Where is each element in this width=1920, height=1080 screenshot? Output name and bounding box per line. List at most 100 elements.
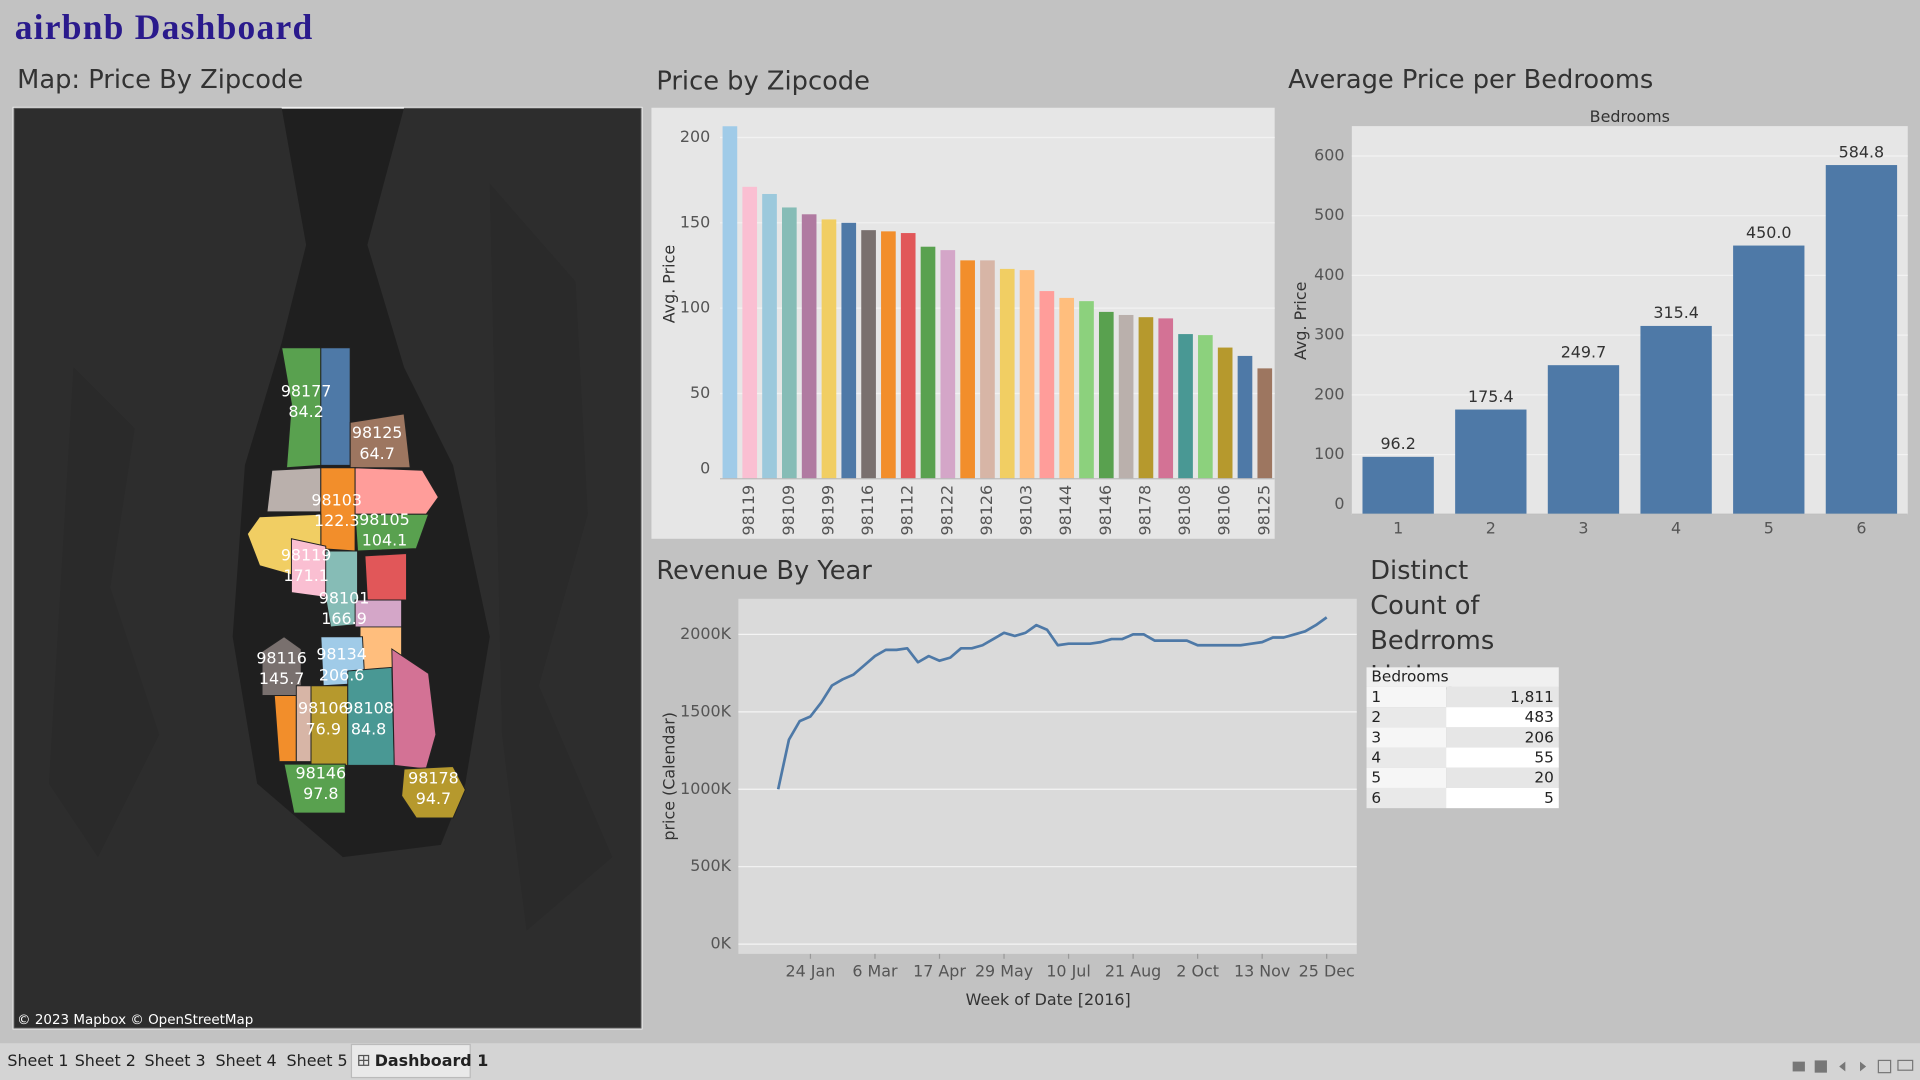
control-icon[interactable]: [1814, 1060, 1827, 1073]
sheet-tab[interactable]: Sheet 5: [287, 1051, 348, 1070]
bar: [742, 186, 758, 479]
plot-background: [1351, 126, 1908, 515]
x-tick-label: 98109: [779, 485, 798, 536]
map-value-label: 122.3: [314, 511, 360, 530]
y-tick-label: 0K: [710, 934, 731, 953]
table-cell: 6: [1371, 789, 1381, 807]
x-tick-label: 21 Aug: [1105, 962, 1161, 981]
table-cell: 206: [1525, 728, 1554, 746]
map-zipcode-label: 98103: [311, 490, 362, 509]
chart-title: Revenue By Year: [656, 556, 872, 586]
map-region: [281, 347, 322, 469]
bar: [1733, 245, 1805, 515]
chart-title: Price by Zipcode: [656, 66, 870, 96]
table-cell: 2: [1371, 708, 1381, 726]
sheet-tab[interactable]: Dashboard 1: [375, 1051, 489, 1070]
table-cell: 4: [1371, 748, 1381, 766]
map-region: [364, 552, 408, 601]
bar: [1640, 325, 1712, 515]
y-tick-label: 200: [680, 127, 710, 146]
map-value-label: 94.7: [416, 789, 451, 808]
bar: [900, 233, 916, 479]
x-tick-label: 98125: [1254, 485, 1273, 536]
bar: [1019, 270, 1035, 479]
map-zipcode-label: 98146: [296, 763, 347, 782]
y-tick-label: 0: [700, 458, 710, 477]
x-tick-label: 98144: [1056, 485, 1075, 536]
x-tick-label: 98199: [818, 485, 837, 536]
map-zipcode-label: 98119: [281, 545, 332, 564]
x-tick-label: 24 Jan: [786, 962, 836, 981]
map-labels: 98177 84.2 98125 64.7 98103 122.3 98105 104.1 98…: [256, 381, 458, 808]
sheet-tab[interactable]: Sheet 2: [75, 1051, 136, 1070]
table-title-line: Bedrroms: [1370, 626, 1502, 656]
map-zipcode-label: 98177: [281, 381, 332, 400]
map-attribution: © 2023 Mapbox © OpenStreetMap: [17, 1013, 253, 1028]
x-tick-label: 25 Dec: [1299, 962, 1355, 981]
control-icon[interactable]: [1792, 1061, 1805, 1072]
control-icon[interactable]: [1877, 1059, 1892, 1074]
bar: [1547, 365, 1620, 515]
sheet-tab[interactable]: Sheet 3: [144, 1051, 205, 1070]
table-cell: 20: [1534, 769, 1553, 787]
bar: [861, 230, 876, 479]
control-icon[interactable]: [1860, 1061, 1867, 1072]
data-label: 450.0: [1746, 223, 1792, 242]
bar: [801, 214, 817, 479]
map-water: [48, 183, 613, 931]
sheet-tab[interactable]: Sheet 4: [216, 1051, 277, 1070]
bar: [841, 222, 857, 479]
map-value-label: 166.9: [321, 609, 367, 628]
bar: [1825, 165, 1898, 515]
table-title-line: Distinct: [1370, 556, 1476, 586]
bar: [1178, 334, 1193, 479]
x-tick-label: 98106: [1215, 485, 1234, 536]
map-zipcode-label: 98105: [359, 510, 410, 529]
x-tick-label: 17 Apr: [913, 962, 966, 981]
x-tick-label: 3: [1578, 518, 1588, 537]
active-tab-background: [350, 1043, 471, 1079]
map-zipcode-label: 98134: [316, 645, 367, 664]
plot-background: [738, 598, 1357, 954]
bar: [1455, 409, 1527, 515]
y-tick-label: 150: [680, 212, 710, 231]
table-cell-background: [1366, 787, 1447, 809]
y-tick-label: 100: [1314, 444, 1344, 463]
bar: [1138, 317, 1154, 479]
bar: [1079, 301, 1094, 479]
table-cell-background: [1446, 767, 1559, 788]
y-axis-label: price (Calendar): [659, 712, 678, 841]
data-label: 96.2: [1380, 434, 1415, 453]
y-tick-label: 2000K: [680, 624, 731, 643]
y-tick-label: 100: [680, 298, 710, 317]
x-tick-label: 2: [1486, 518, 1496, 537]
x-tick-label: 98103: [1017, 485, 1036, 536]
y-axis-label: Avg. Price: [659, 245, 678, 323]
bar: [1198, 335, 1213, 479]
x-tick-label: 10 Jul: [1046, 962, 1091, 981]
map-zipcode-label: 98125: [352, 423, 403, 442]
y-tick-label: 50: [690, 383, 710, 402]
window-controls: [1792, 1059, 1914, 1074]
x-tick-label: 98119: [739, 485, 758, 536]
sheet-tab[interactable]: Sheet 1: [7, 1051, 68, 1070]
table-cell: 55: [1534, 748, 1553, 766]
map-region: [349, 413, 411, 469]
control-icon[interactable]: [1897, 1059, 1914, 1071]
tab-bar: [0, 1043, 1920, 1080]
table-cell-background: [1446, 727, 1559, 748]
map-value-label: 76.9: [306, 719, 341, 738]
table-title-line: Count of: [1370, 591, 1487, 621]
x-tick-label: 6: [1856, 518, 1866, 537]
bar: [1059, 297, 1075, 479]
x-tick-label: 98116: [858, 485, 877, 536]
control-icon[interactable]: [1839, 1061, 1846, 1072]
y-tick-label: 1500K: [680, 701, 731, 720]
map-land: [13, 107, 642, 1029]
y-tick-label: 1000K: [680, 779, 731, 798]
table-cell-background: [1366, 686, 1447, 708]
table-cell-background: [1446, 747, 1559, 768]
bar: [1237, 355, 1253, 479]
